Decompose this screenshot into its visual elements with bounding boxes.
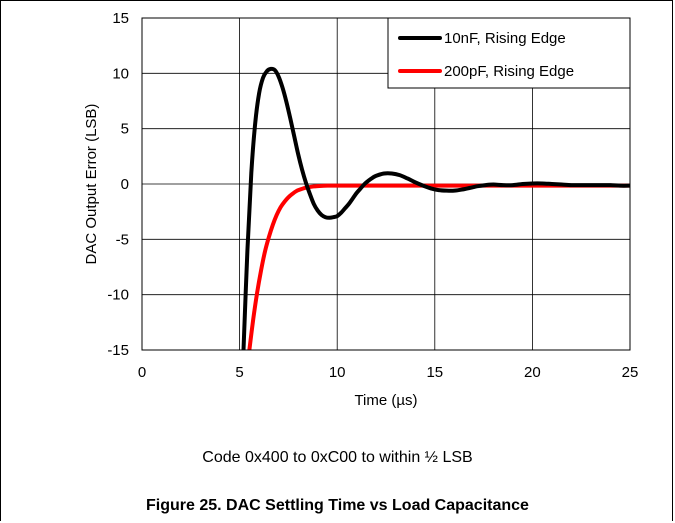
chart-note: Code 0x400 to 0xC00 to within ½ LSB xyxy=(202,449,473,466)
plot-border xyxy=(141,17,631,351)
x-tick-label: 10 xyxy=(329,364,346,381)
settling-time-chart: 15 10 5 0 -5 -10 -15 0 5 10 15 20 25 Time (µs) DAC … xyxy=(83,10,639,409)
y-tick-label: 5 xyxy=(121,121,129,138)
figure-caption: Figure 25. DAC Settling Time vs Load Cap… xyxy=(146,497,529,514)
x-tick-labels: 0 5 10 15 20 25 xyxy=(138,364,639,381)
y-tick-label: -10 xyxy=(107,287,129,304)
y-tick-labels: 15 10 5 0 -5 -10 -15 xyxy=(107,10,129,359)
x-tick-label: 20 xyxy=(524,364,541,381)
legend-box xyxy=(387,17,631,89)
y-tick-label: 0 xyxy=(121,176,129,193)
y-tick-label: -5 xyxy=(116,231,129,248)
x-axis-label: Time (µs) xyxy=(354,392,417,409)
x-tick-label: 25 xyxy=(622,364,639,381)
x-tick-label: 5 xyxy=(235,364,243,381)
legend: 10nF, Rising Edge 200pF, Rising Edge xyxy=(387,17,631,89)
x-tick-label: 15 xyxy=(426,364,443,381)
y-tick-label: 15 xyxy=(112,10,129,27)
series-group xyxy=(241,66,630,350)
y-tick-label: 10 xyxy=(112,65,129,82)
series-line-10nf xyxy=(241,66,630,350)
y-tick-label: -15 xyxy=(107,342,129,359)
legend-entry: 10nF, Rising Edge xyxy=(444,30,566,47)
y-axis-label: DAC Output Error (LSB) xyxy=(83,104,100,265)
x-tick-label: 0 xyxy=(138,364,146,381)
legend-entry: 200pF, Rising Edge xyxy=(444,63,574,80)
series-line-200pf xyxy=(247,183,630,350)
